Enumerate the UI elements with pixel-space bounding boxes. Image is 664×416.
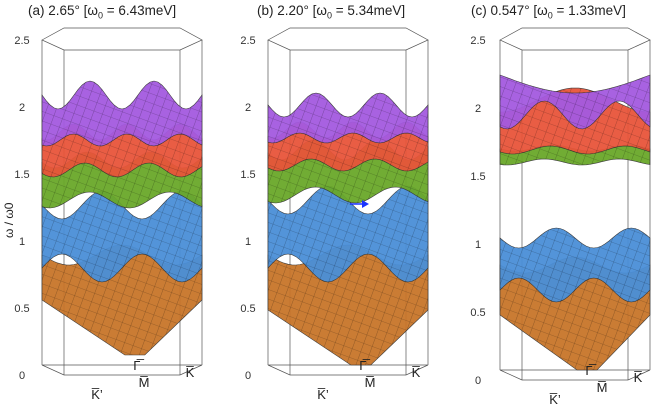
panel-c-plot: 0 0.5 1 1.5 2 2.5 K̅’ M̅ K̅ Γ̅ [470, 27, 651, 407]
m-label: M̅ [597, 380, 608, 395]
y-tick-5: 2.5 [470, 35, 485, 47]
y-tick-0: 0 [245, 370, 251, 382]
arrow-head [362, 200, 369, 208]
y-tick-5: 2.5 [240, 35, 255, 47]
band-4-surface-mesh [268, 186, 428, 282]
band-3-surface-mesh [500, 145, 650, 165]
box-bottom [41, 364, 203, 376]
panel-c-title: (c) 0.547° [ω0 = 1.33meV] [471, 3, 626, 21]
band-4-surface-mesh [500, 228, 650, 302]
y-tick-4: 2 [245, 102, 251, 114]
y-tick-1: 0.5 [240, 303, 255, 315]
gamma-label: Γ̅ [133, 358, 144, 373]
y-tick-2: 1 [475, 239, 481, 251]
band-1-surface-mesh [42, 81, 202, 146]
m-label: M̅ [365, 375, 376, 390]
gamma-label: Γ̅ [585, 363, 596, 378]
panel-b-title: (b) 2.20° [ω0 = 5.34meV] [257, 3, 406, 21]
band-1-surface-mesh [500, 75, 650, 129]
k-label: K̅ [634, 370, 643, 385]
y-tick-2: 1 [19, 236, 25, 248]
y-tick-0: 0 [475, 375, 481, 387]
band-4-surface-mesh [42, 191, 202, 282]
box-top [499, 27, 651, 51]
band-5-surface-mesh [268, 245, 428, 365]
box-top [41, 27, 203, 51]
k-label: K̅ [186, 365, 195, 380]
y-tick-3: 1.5 [240, 169, 255, 181]
box-bottom [267, 364, 429, 376]
y-tick-5: 2.5 [14, 35, 29, 47]
y-tick-3: 1.5 [470, 171, 485, 183]
y-tick-3: 1.5 [14, 169, 29, 181]
m-label: M̅ [139, 375, 150, 390]
k-prime-label: K̅’ [91, 387, 103, 402]
k-prime-label: K̅’ [549, 392, 561, 407]
y-tick-4: 2 [475, 103, 481, 115]
y-tick-1: 0.5 [14, 303, 29, 315]
box-top [267, 27, 429, 51]
y-tick-2: 1 [245, 236, 251, 248]
panel-a-plot: 0 0.5 1 1.5 2 2.5 K̅’ M̅ K̅ Γ̅ [14, 27, 203, 402]
y-tick-0: 0 [19, 370, 25, 382]
gamma-label: Γ̅ [359, 358, 370, 373]
k-prime-label: K̅’ [317, 387, 329, 402]
band-5-surface-mesh [42, 245, 202, 355]
panel-b-plot: 0 0.5 1 1.5 2 2.5 K̅’ M̅ K̅ Γ̅ [240, 27, 429, 402]
panel-a-title: (a) 2.65° [ω0 = 6.43meV] [28, 3, 177, 21]
y-tick-1: 0.5 [470, 307, 485, 319]
band-1-surface-mesh [268, 93, 428, 143]
y-tick-4: 2 [19, 102, 25, 114]
box-bottom [499, 369, 651, 381]
k-label: K̅ [412, 365, 421, 380]
